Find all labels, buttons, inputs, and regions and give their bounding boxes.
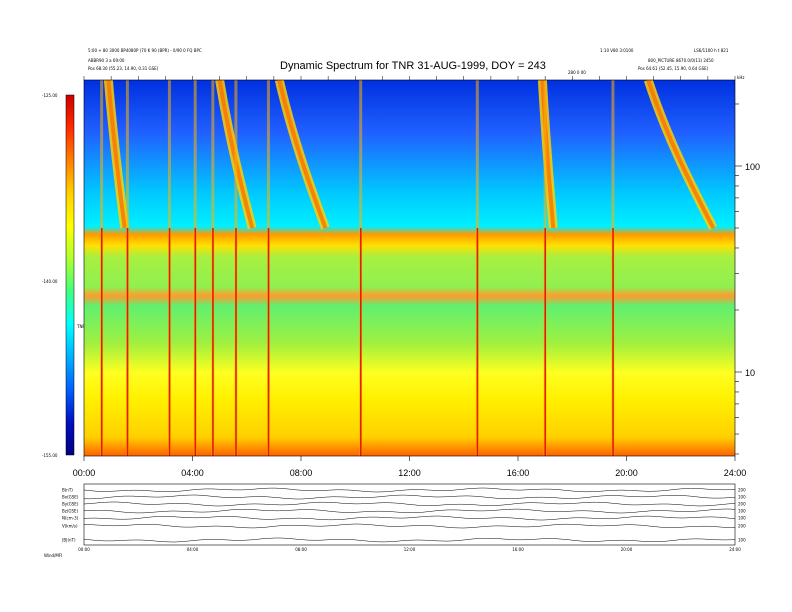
timeseries-label: N(cm-3) xyxy=(62,516,79,521)
header-right-line1: 1:10 V80 3:0100 xyxy=(600,48,634,53)
timeseries-line xyxy=(83,487,736,493)
drifting-burst-core xyxy=(540,80,556,229)
spectrogram-background xyxy=(84,80,735,456)
spike xyxy=(212,228,214,456)
timeseries-x-tick-label: 00:00 xyxy=(78,547,90,552)
spike xyxy=(100,228,103,456)
header-right-line4: Pos 64.61 (52.45, 15.90, 0.64 GSE) xyxy=(638,66,709,71)
spike xyxy=(612,228,614,456)
y-tick-label: 100 xyxy=(745,162,760,172)
timeseries-line xyxy=(83,508,736,514)
spike xyxy=(359,228,362,456)
timeseries-line xyxy=(83,537,736,543)
spike xyxy=(267,228,270,456)
timeseries-label: B(nT) xyxy=(62,488,73,493)
timeseries-scale-label: 100 xyxy=(738,516,746,521)
timeseries-x-tick-label: 04:00 xyxy=(187,547,199,552)
spike-layer xyxy=(100,80,615,456)
timeseries-label: By(GSE) xyxy=(62,502,79,507)
x-tick-label: 16:00 xyxy=(507,468,530,478)
timeseries-label: |B|(nT) xyxy=(62,538,76,543)
header-left-line3: Pos 68.30 (55.23, 14.90, 0.31 GSE) xyxy=(88,66,159,71)
spike xyxy=(126,228,129,456)
spike xyxy=(168,228,171,456)
spike xyxy=(476,228,479,456)
timeseries-label: Bx(GSE) xyxy=(62,495,79,500)
top-tick-marks xyxy=(83,76,736,80)
drifting-burst-core xyxy=(277,80,328,229)
timeseries-line xyxy=(84,494,736,500)
drifting-burst-core xyxy=(106,80,127,229)
y-unit-label: kHz xyxy=(737,75,744,80)
frequency-axis: 10 100 kHz xyxy=(735,75,760,455)
header-left-line1: 5:00 + 80 3000 BP4080P (70 K 90 (BPR) - … xyxy=(88,48,202,53)
timeseries-line xyxy=(83,523,736,529)
timeseries-scale-label: 200 xyxy=(738,502,746,507)
header-left-line2: ABBR90 3 a 69:00 xyxy=(88,58,125,63)
timeseries-x-tick-label: 20:00 xyxy=(621,547,633,552)
timeseries-layer: B(nT) 200 Bx(GSE) 100 By(GSE) 200 Bz(GSE) 100 N(… xyxy=(62,488,746,543)
colorbar-bottom-label: -155.00 xyxy=(42,453,58,458)
timeseries-time-axis: 00:00 04:00 08:00 12:00 16:00 20:00 24:00 xyxy=(78,547,741,552)
header-right-line3: 800_PICTURE 8670.0/0(13) 2450 xyxy=(648,58,714,63)
x-tick-label: 24:00 xyxy=(724,468,747,478)
colorbar xyxy=(65,94,75,456)
timeseries-panel xyxy=(83,483,736,546)
spike xyxy=(235,228,237,456)
spike xyxy=(194,228,197,456)
header-mid-label: 280 0 00 xyxy=(568,70,586,75)
chart-title: Dynamic Spectrum for TNR 31-AUG-1999, DO… xyxy=(280,60,546,72)
spike xyxy=(544,228,547,456)
header-right-line2: LS6/1100 h t 821 xyxy=(694,48,729,53)
drifting-burst-layer xyxy=(103,80,718,231)
timeseries-line xyxy=(83,515,736,521)
timeseries-label: Bz(GSE) xyxy=(62,509,79,514)
timeseries-x-tick-label: 16:00 xyxy=(512,547,524,552)
drifting-burst-core xyxy=(646,80,716,229)
y-tick-label: 10 xyxy=(745,368,755,378)
timeseries-line xyxy=(83,501,736,507)
spectrogram xyxy=(84,80,735,456)
colorbar-top-label: -125.00 xyxy=(42,93,58,98)
timeseries-x-tick-label: 12:00 xyxy=(404,547,416,552)
timeseries-scale-label: 100 xyxy=(738,509,746,514)
x-tick-label: 12:00 xyxy=(398,468,421,478)
timeseries-scale-label: 100 xyxy=(738,495,746,500)
timeseries-footer-label: Wind/MFI xyxy=(44,553,62,558)
timeseries-x-tick-label: 24:00 xyxy=(729,547,741,552)
x-tick-label: 04:00 xyxy=(181,468,204,478)
x-tick-label: 00:00 xyxy=(73,468,96,478)
colorbar-side-label: TNR xyxy=(76,324,85,329)
timeseries-scale-label: 100 xyxy=(738,538,746,543)
timeseries-label: V(km/s) xyxy=(62,524,78,529)
x-tick-label: 20:00 xyxy=(615,468,638,478)
timeseries-scale-label: 200 xyxy=(738,488,746,493)
x-tick-label: 08:00 xyxy=(290,468,313,478)
colorbar-mid-label: -140.00 xyxy=(42,279,58,284)
timeseries-scale-label: 200 xyxy=(738,524,746,529)
timeseries-x-tick-label: 08:00 xyxy=(295,547,307,552)
time-axis: 00:00 04:00 08:00 12:00 16:00 20:00 24:00 xyxy=(73,456,747,478)
